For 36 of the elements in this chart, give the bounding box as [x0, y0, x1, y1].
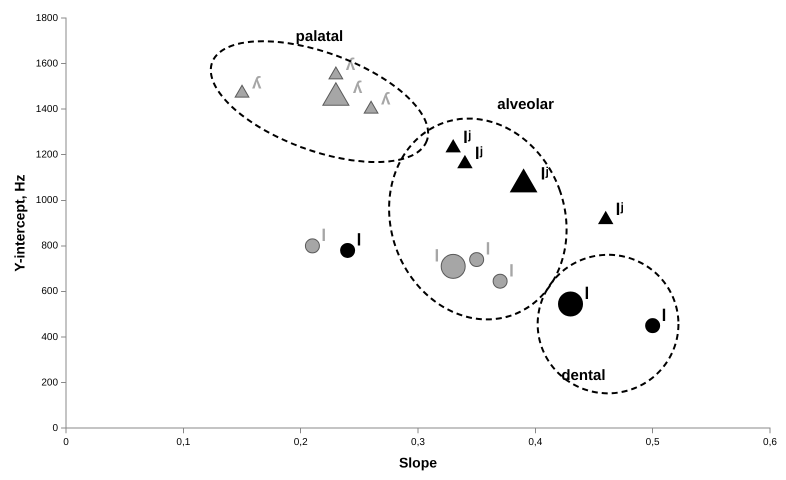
annotation: lʲ: [474, 144, 483, 164]
x-tick-label: 0,1: [176, 436, 191, 448]
annotation: l: [321, 226, 326, 246]
y-tick-label: 0: [52, 422, 58, 434]
y-tick-label: 800: [41, 240, 58, 252]
x-tick-label: 0,3: [411, 436, 426, 448]
annotation: alveolar: [497, 96, 554, 114]
x-axis-title: Slope: [398, 454, 438, 470]
annotation: l: [434, 246, 440, 266]
annotation: ʎ: [380, 89, 391, 108]
x-tick-label: 0,6: [763, 436, 778, 448]
annotation: dental: [561, 367, 606, 384]
x-tick-label: 0,2: [294, 436, 308, 448]
annotation: l: [584, 284, 590, 304]
annotation: l: [509, 261, 514, 280]
x-tick-label: 0,5: [646, 436, 660, 448]
y-axis-title: Y-intercept, Hz: [11, 174, 28, 272]
annotation: l: [356, 230, 362, 250]
y-tick-label: 1600: [36, 58, 58, 70]
annotation: l: [486, 240, 490, 259]
y-tick-label: 1000: [36, 195, 58, 206]
y-tick-label: 1200: [36, 149, 58, 160]
annotation: palatal: [296, 28, 344, 45]
annotation: l: [662, 306, 666, 325]
y-tick-label: 600: [41, 286, 58, 298]
annotation: lʲ: [540, 164, 549, 184]
y-tick-label: 400: [41, 332, 58, 343]
annotation: lʲ: [463, 128, 472, 148]
annotation: lʲ: [616, 200, 624, 219]
annotation: ʎ: [252, 73, 262, 92]
x-tick-label: 0,4: [528, 436, 543, 448]
annotation: ʎ: [352, 78, 363, 97]
x-tick-label: 0: [63, 436, 70, 448]
y-tick-label: 1400: [36, 104, 58, 115]
y-tick-label: 200: [41, 377, 58, 388]
y-tick-label: 1800: [36, 12, 58, 24]
